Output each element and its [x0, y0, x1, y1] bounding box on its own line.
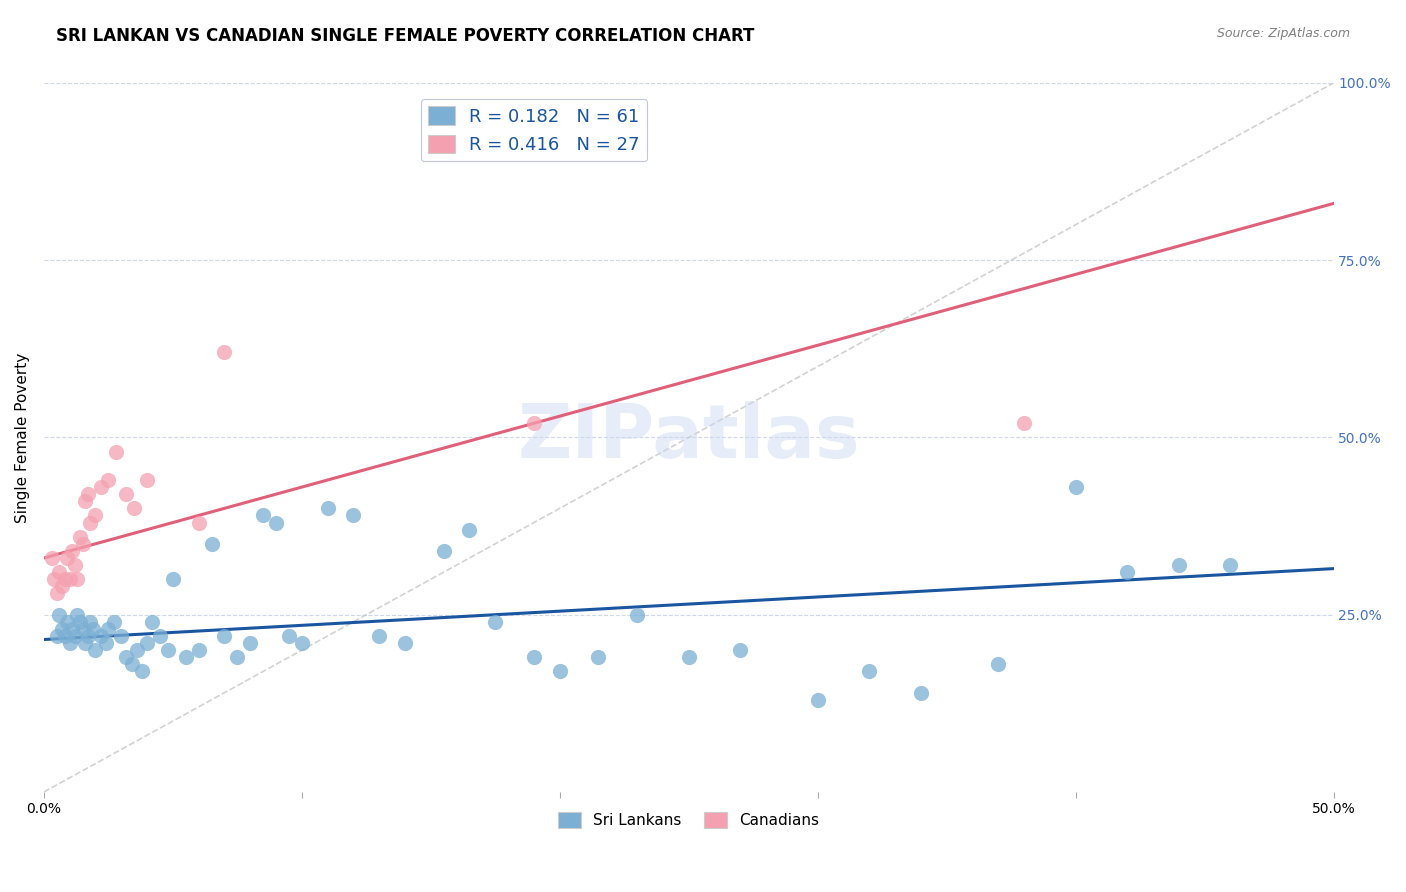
Point: [63, 629, 86, 643]
Point: [174, 650, 197, 665]
Point: [66, 607, 89, 622]
Text: Source: ZipAtlas.com: Source: ZipAtlas.com: [1216, 27, 1350, 40]
Point: [76, 629, 98, 643]
Point: [82, 622, 104, 636]
Point: [69, 615, 91, 629]
Point: [48, 607, 70, 622]
Point: [45, 629, 67, 643]
Point: [48, 565, 70, 579]
Point: [342, 508, 364, 523]
Point: [239, 636, 262, 650]
Point: [66, 572, 89, 586]
Point: [84, 643, 107, 657]
Point: [141, 615, 163, 629]
Point: [79, 516, 101, 530]
Point: [51, 622, 73, 636]
Point: [41, 551, 63, 566]
Point: [1116, 565, 1139, 579]
Point: [523, 650, 546, 665]
Point: [60, 622, 83, 636]
Point: [156, 643, 179, 657]
Point: [122, 501, 145, 516]
Point: [458, 523, 481, 537]
Point: [72, 622, 94, 636]
Point: [60, 544, 83, 558]
Point: [1012, 417, 1035, 431]
Point: [277, 629, 299, 643]
Point: [90, 480, 112, 494]
Point: [162, 572, 184, 586]
Point: [59, 572, 82, 586]
Point: [187, 516, 209, 530]
Point: [79, 615, 101, 629]
Point: [84, 508, 107, 523]
Point: [125, 643, 148, 657]
Point: [523, 417, 546, 431]
Point: [97, 473, 120, 487]
Point: [103, 615, 125, 629]
Point: [97, 622, 120, 636]
Point: [75, 636, 97, 650]
Y-axis label: Single Female Poverty: Single Female Poverty: [15, 352, 30, 523]
Point: [368, 629, 391, 643]
Point: [56, 615, 79, 629]
Point: [187, 643, 209, 657]
Point: [105, 444, 128, 458]
Point: [115, 487, 138, 501]
Point: [214, 345, 236, 359]
Point: [316, 501, 339, 516]
Point: [136, 473, 159, 487]
Point: [226, 650, 249, 665]
Point: [200, 537, 222, 551]
Point: [72, 537, 94, 551]
Point: [252, 508, 274, 523]
Point: [588, 650, 610, 665]
Point: [90, 629, 112, 643]
Point: [69, 530, 91, 544]
Point: [264, 516, 287, 530]
Point: [678, 650, 700, 665]
Point: [987, 657, 1010, 672]
Text: ZIPatlas: ZIPatlas: [517, 401, 860, 474]
Point: [484, 615, 506, 629]
Point: [910, 686, 932, 700]
Point: [115, 650, 138, 665]
Point: [730, 643, 752, 657]
Point: [1219, 558, 1241, 572]
Point: [56, 551, 79, 566]
Point: [807, 693, 830, 707]
Point: [51, 579, 73, 593]
Point: [214, 629, 236, 643]
Point: [45, 586, 67, 600]
Point: [76, 487, 98, 501]
Point: [626, 607, 648, 622]
Point: [149, 629, 172, 643]
Point: [44, 572, 66, 586]
Point: [94, 636, 117, 650]
Point: [291, 636, 314, 650]
Point: [53, 572, 76, 586]
Text: SRI LANKAN VS CANADIAN SINGLE FEMALE POVERTY CORRELATION CHART: SRI LANKAN VS CANADIAN SINGLE FEMALE POV…: [56, 27, 755, 45]
Point: [1167, 558, 1189, 572]
Point: [131, 665, 153, 679]
Point: [53, 629, 76, 643]
Point: [121, 657, 143, 672]
Point: [1064, 480, 1087, 494]
Point: [63, 558, 86, 572]
Point: [110, 629, 132, 643]
Point: [136, 636, 159, 650]
Point: [394, 636, 416, 650]
Point: [75, 494, 97, 508]
Point: [59, 636, 82, 650]
Legend: Sri Lankans, Canadians: Sri Lankans, Canadians: [551, 805, 825, 834]
Point: [548, 665, 571, 679]
Point: [433, 544, 456, 558]
Point: [858, 665, 880, 679]
